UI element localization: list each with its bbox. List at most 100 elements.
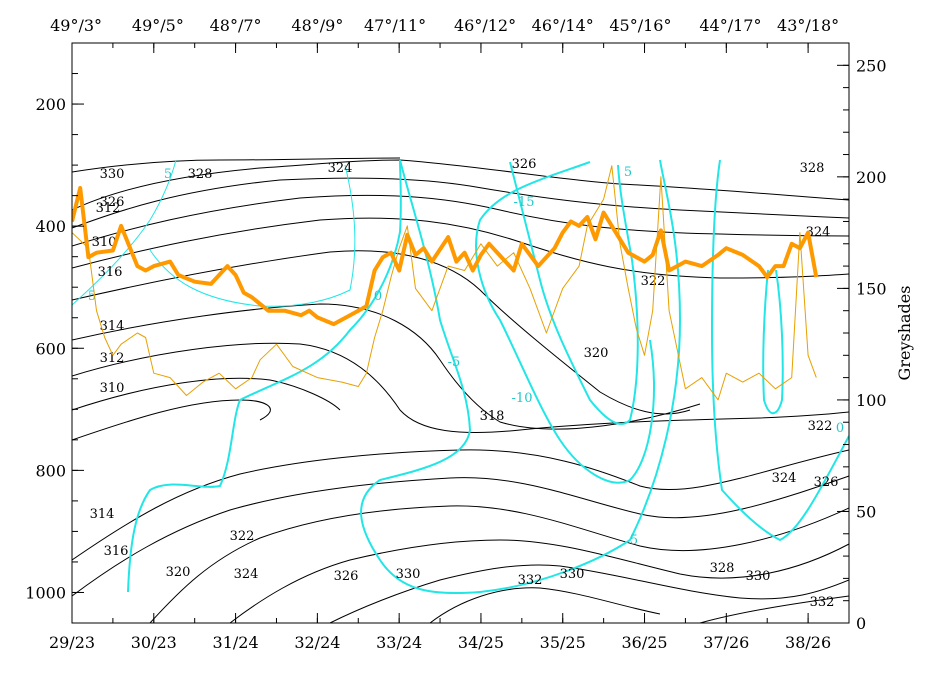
cyan-contour-label: -10 [512,391,533,406]
left-tick-label: 200 [35,95,66,114]
contour-label: 312 [96,201,121,216]
cyan-contour-line [360,159,682,595]
left-tick-label: 400 [35,217,66,236]
top-tick-label: 46°/12° [454,16,516,35]
axes: 29/23 30/23 31/24 32/24 33/24 34/25 35/25 36/25… [25,16,914,652]
contour-label: 326 [334,569,359,584]
series-layer [72,165,819,401]
cyan-contour-line [127,159,402,593]
contour-label: 310 [100,381,125,396]
contour-label: 328 [710,561,735,576]
bottom-tick-label: 29/23 [49,633,95,652]
cyan-contour-label: 5 [630,533,638,548]
contour-label: 324 [328,161,353,176]
contour-label: 312 [100,351,125,366]
series-line-1 [72,186,819,327]
cyan-contour-label: 0 [374,289,382,304]
bottom-tick-label: 35/25 [540,633,586,652]
cyan-contour-line [710,159,849,542]
bottom-tick-label: 38/26 [785,633,831,652]
right-tick-label: 0 [856,614,866,633]
cyan-contour-label: 0 [836,421,844,436]
contour-line [72,377,341,411]
bottom-tick-label: 36/25 [621,633,667,652]
cyan-contour-line [475,161,655,484]
contour-label: 322 [808,419,833,434]
cyan-contour-line [149,164,356,307]
contour-line [72,449,849,561]
right-tick-label: 100 [856,391,887,410]
cyan-contour-label: 5 [624,165,632,180]
contour-label: 314 [90,507,115,522]
cyan-contour-line [72,159,177,306]
contour-label: 322 [641,274,666,289]
plot-frame [71,42,850,624]
contour-line [72,399,271,441]
top-tick-label: 45°/16° [609,16,671,35]
contour-line [329,564,849,623]
bottom-tick-label: 34/25 [458,633,504,652]
bottom-tick-label: 32/24 [294,633,340,652]
cyan-contour-label: 5 [88,289,96,304]
contour-label: 314 [100,319,125,334]
contour-label: 316 [98,265,123,280]
cyan-contour-label: 5 [164,167,172,182]
contour-label: 324 [806,225,831,240]
contour-label: 332 [810,595,835,610]
contour-line [72,342,849,433]
contour-label: 332 [518,573,543,588]
right-axis-label: Greyshades [895,286,914,381]
contour-line [72,475,849,597]
contour-label: 326 [100,195,125,210]
contour-label: 330 [100,167,125,182]
right-tick-label: 250 [856,56,887,75]
cyan-contour-label: -5 [448,355,461,370]
contour-label: 326 [814,475,839,490]
contour-label: 322 [230,529,255,544]
contour-line [72,159,849,211]
top-tick-label: 49°/3° [50,16,102,35]
cyan-contours [72,159,849,595]
bottom-tick-label: 31/24 [213,633,259,652]
contour-label: 326 [512,157,537,172]
left-tick-label: 800 [35,461,66,480]
contour-label: 324 [234,567,259,582]
bottom-tick-label: 37/26 [703,633,749,652]
top-tick-label: 49°/5° [132,16,184,35]
contour-label: 316 [104,544,129,559]
contour-labels: 3103123143163163183203223243243223243263… [88,157,844,610]
top-tick-label: 48°/7° [210,16,262,35]
contour-line [72,177,849,229]
right-tick-label: 200 [856,168,887,187]
contour-label: 328 [800,161,825,176]
cyan-contour-label: -15 [514,195,535,210]
contour-line [72,157,401,173]
contour-line [72,194,849,247]
isentrope-contours [72,157,849,623]
contour-line [699,595,849,623]
contour-label: 320 [584,346,609,361]
right-tick-label: 150 [856,279,887,298]
top-tick-label: 46°/14° [532,16,594,35]
contour-label: 324 [772,471,797,486]
contour-label: 328 [188,167,213,182]
top-tick-label: 47°/11° [364,16,426,35]
contour-line [72,250,691,415]
contour-label: 330 [396,567,421,582]
contour-line [72,303,701,430]
cyan-contour-line [762,269,784,415]
series-line-2 [72,165,817,401]
contour-line [149,505,849,623]
right-tick-label: 50 [856,502,876,521]
bottom-tick-label: 33/24 [376,633,422,652]
left-tick-label: 600 [35,339,66,358]
contour-label: 320 [166,565,191,580]
contour-label: 330 [746,569,771,584]
top-tick-label: 44°/17° [699,16,761,35]
contour-line [229,539,849,623]
contour-line [72,217,849,279]
bottom-tick-label: 30/23 [131,633,177,652]
top-tick-label: 43°/18° [777,16,839,35]
contour-label: 330 [560,567,585,582]
